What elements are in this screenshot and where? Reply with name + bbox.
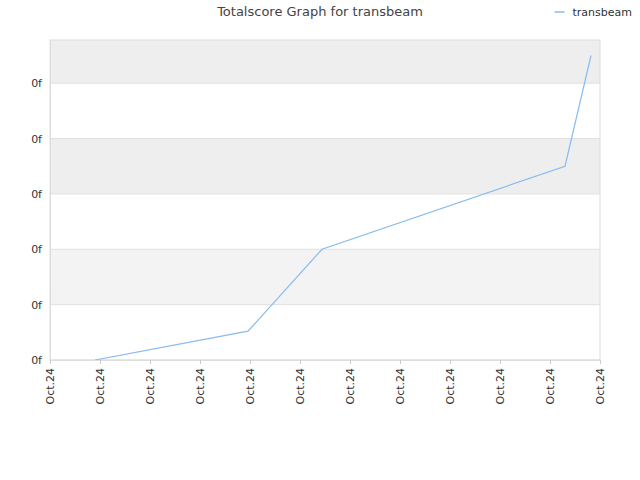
y-tick: 0f [31, 77, 50, 90]
x-tick: Oct.24 [594, 360, 607, 405]
grid-line [50, 138, 600, 139]
y-tick: 0f [31, 133, 50, 146]
x-tick-mark [250, 360, 251, 364]
y-tick: 0f [31, 354, 50, 367]
y-axis: 0f 0f 0f 0f 0f 0f [31, 41, 50, 368]
x-tick-mark [50, 360, 51, 364]
x-tick-label: Oct.24 [194, 368, 207, 405]
plot-band [50, 139, 600, 194]
x-tick: Oct.24 [494, 360, 507, 405]
x-tick-mark [150, 360, 151, 364]
y-tick: 0f [31, 243, 50, 256]
x-tick-label: Oct.24 [544, 368, 557, 405]
x-tick-label: Oct.24 [44, 368, 57, 405]
x-tick-mark [100, 360, 101, 364]
marks [95, 56, 591, 360]
x-tick-label: Oct.24 [344, 368, 357, 405]
x-tick-mark [500, 360, 501, 364]
x-tick-label: Oct.24 [294, 368, 307, 405]
x-tick: Oct.24 [444, 360, 457, 405]
x-tick: Oct.24 [544, 360, 557, 405]
y-tick-label: 0f [31, 299, 43, 312]
y-tick-label: 0f [31, 133, 43, 146]
x-tick-mark [200, 360, 201, 364]
x-tick: Oct.24 [244, 360, 257, 405]
y-tick-label: 0f [31, 188, 43, 201]
x-tick: Oct.24 [94, 360, 107, 405]
x-tick: Oct.24 [194, 360, 207, 405]
x-tick: Oct.24 [394, 360, 407, 405]
plot: 0f0f0f0f0f0fOct.24Oct.24Oct.24Oct.24Oct.… [31, 40, 607, 405]
y-axis-line [50, 41, 51, 361]
x-axis-line [51, 361, 601, 365]
x-tick-mark [600, 360, 601, 364]
plot-frame [50, 40, 600, 360]
x-tick-label: Oct.24 [594, 368, 607, 405]
x-tick-label: Oct.24 [494, 368, 507, 405]
y-tick: 0f [31, 299, 50, 312]
chart-title: Totalscore Graph for transbeam [216, 4, 423, 19]
y-tick: 0f [31, 188, 50, 201]
grid-line [50, 249, 600, 250]
x-tick-mark [550, 360, 551, 364]
legend: transbeam [555, 6, 633, 19]
x-tick-label: Oct.24 [144, 368, 157, 405]
legend-swatch [555, 11, 565, 13]
x-tick-mark [450, 360, 451, 364]
x-tick: Oct.24 [344, 360, 357, 405]
plot-band [50, 83, 600, 138]
series-line [95, 56, 591, 360]
x-tick-label: Oct.24 [244, 368, 257, 405]
chart: 0f0f0f0f0f0fOct.24Oct.24Oct.24Oct.24Oct.… [0, 0, 640, 480]
grid-line [50, 83, 600, 84]
plot-band [50, 249, 600, 304]
x-axis: Oct.24 Oct.24 Oct.24 Oct.24 Oct.24 Oct.24 Oct.… [44, 360, 607, 405]
grid-line [50, 193, 600, 194]
x-tick-label: Oct.24 [394, 368, 407, 405]
x-tick-mark [400, 360, 401, 364]
x-tick-label: Oct.24 [94, 368, 107, 405]
x-tick: Oct.24 [144, 360, 157, 405]
plot-band [50, 194, 600, 249]
plot-band [50, 305, 600, 360]
x-tick-mark [350, 360, 351, 364]
y-tick-label: 0f [31, 243, 43, 256]
x-tick: Oct.24 [44, 360, 57, 405]
grid-line [50, 304, 600, 305]
x-tick-label: Oct.24 [444, 368, 457, 405]
plot-band [50, 40, 600, 83]
y-tick-label: 0f [31, 354, 43, 367]
x-tick: Oct.24 [294, 360, 307, 405]
legend-label: transbeam [573, 6, 633, 19]
x-tick-mark [300, 360, 301, 364]
y-tick-label: 0f [31, 77, 43, 90]
